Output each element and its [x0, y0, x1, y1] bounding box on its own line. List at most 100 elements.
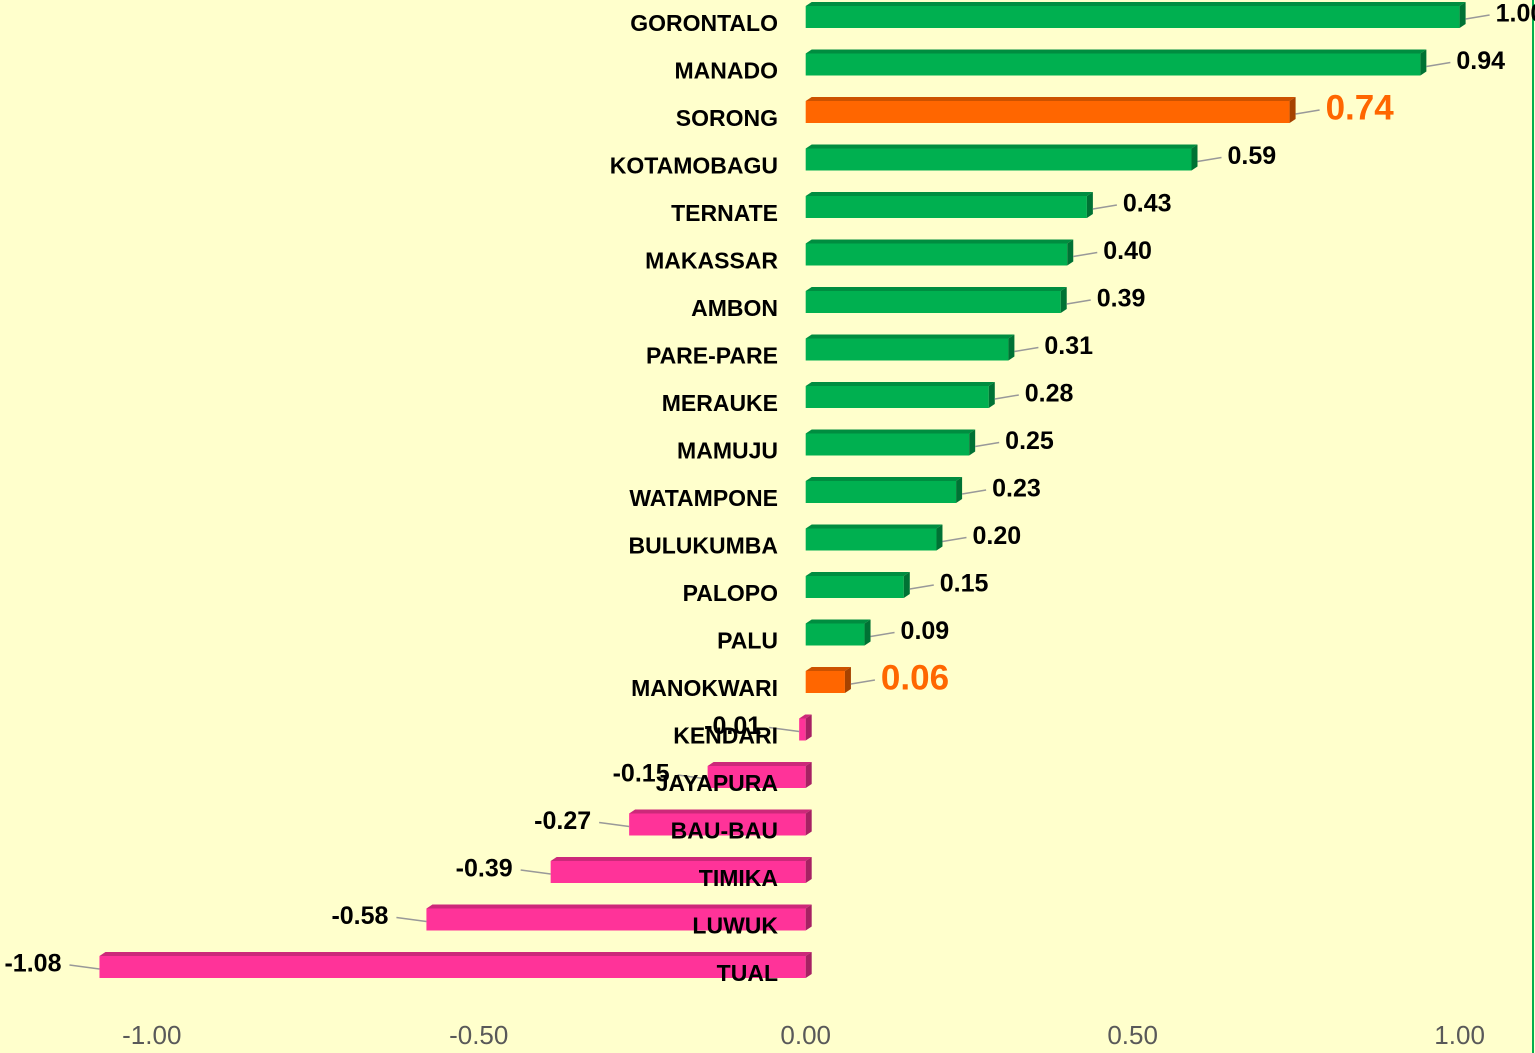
bar-side: [1459, 2, 1466, 28]
bar-top: [805, 144, 1198, 149]
bar-top: [629, 809, 812, 814]
value-label: -1.08: [4, 950, 61, 978]
bar: [805, 101, 1290, 123]
category-label: GORONTALO: [630, 10, 778, 36]
leader-line: [1066, 299, 1091, 305]
category-label: TIMIKA: [699, 865, 778, 891]
bar: [805, 148, 1192, 171]
bar-side: [969, 429, 976, 456]
category-label: LUWUK: [692, 913, 778, 939]
bar-side: [805, 857, 812, 883]
category-label: MERAUKE: [662, 390, 778, 416]
x-tick-label: -1.00: [122, 1020, 181, 1050]
bar: [629, 813, 806, 836]
bar-side: [1008, 334, 1015, 361]
category-label: PALU: [717, 628, 778, 654]
leader-line: [850, 679, 876, 685]
leader-line: [396, 916, 427, 923]
value-label: -0.01: [704, 712, 761, 740]
leader-line: [677, 774, 708, 780]
bar-side: [1289, 97, 1296, 123]
bar: [707, 766, 806, 788]
value-label: 0.15: [940, 570, 989, 598]
category-label: MAMUJU: [677, 438, 778, 464]
leader-line: [1465, 14, 1490, 20]
value-label: 0.06: [881, 658, 949, 697]
category-label: KENDARI: [673, 723, 778, 749]
category-label: TUAL: [717, 960, 778, 986]
bar-top: [805, 2, 1466, 6]
x-tick-label: -0.50: [449, 1020, 508, 1050]
bar-side: [1086, 192, 1093, 218]
bar-top: [707, 762, 812, 766]
value-label: 0.39: [1097, 285, 1146, 313]
category-label: BAU-BAU: [671, 818, 778, 844]
bar-top: [99, 952, 812, 956]
category-label: SORONG: [676, 105, 778, 131]
category-label: BULUKUMBA: [629, 533, 778, 559]
bar-side: [1067, 239, 1074, 266]
leader-line: [975, 441, 1000, 448]
bar-top: [805, 334, 1015, 339]
value-label: 0.20: [972, 522, 1021, 550]
bar: [805, 623, 865, 646]
bar: [426, 908, 806, 931]
bar-top: [805, 287, 1067, 291]
bar-side: [1060, 287, 1067, 313]
bar-side: [805, 714, 812, 741]
bar-top: [799, 714, 812, 719]
bar: [805, 338, 1009, 361]
value-label: 0.43: [1123, 190, 1172, 218]
value-label: -0.39: [456, 855, 513, 883]
bar: [805, 671, 845, 693]
leader-line: [961, 489, 987, 495]
bar-top: [805, 572, 910, 576]
x-tick-label: 0.00: [780, 1020, 831, 1050]
value-label: -0.58: [331, 902, 388, 930]
bar-side: [805, 904, 812, 931]
leader-line: [1295, 109, 1320, 115]
leader-line: [520, 869, 551, 875]
bar-top: [805, 667, 851, 671]
bar-side: [844, 667, 851, 693]
leader-line: [769, 726, 800, 733]
leader-line: [942, 536, 967, 543]
bar: [805, 291, 1061, 313]
leader-line: [1092, 204, 1118, 210]
leader-line: [599, 821, 630, 828]
value-label: 0.28: [1025, 380, 1074, 408]
bar-side: [956, 477, 963, 503]
bar-side: [936, 524, 943, 551]
value-label: 0.09: [901, 617, 950, 645]
bar: [550, 861, 806, 883]
value-label: 0.94: [1456, 47, 1505, 75]
leader-line: [1073, 251, 1098, 258]
bar: [805, 196, 1087, 218]
leader-line: [909, 584, 934, 590]
leader-line: [870, 631, 895, 638]
category-label: MAKASSAR: [645, 248, 778, 274]
bar: [805, 6, 1460, 28]
leader-line: [69, 964, 100, 970]
bar: [805, 433, 970, 456]
category-label: PARE-PARE: [646, 343, 778, 369]
bar-top: [805, 382, 995, 386]
category-label: KOTAMOBAGU: [610, 153, 778, 179]
bar-top: [805, 97, 1296, 101]
value-label: 1.00: [1496, 0, 1535, 28]
category-label: PALOPO: [683, 580, 778, 606]
x-tick-label: 1.00: [1434, 1020, 1485, 1050]
bar-top: [805, 49, 1427, 54]
bar-top: [805, 192, 1093, 196]
category-label: TERNATE: [671, 200, 778, 226]
bar-top: [805, 619, 871, 624]
bar-top: [426, 904, 812, 909]
bar: [805, 528, 937, 551]
bar: [99, 956, 806, 978]
bar-side: [1191, 144, 1198, 171]
value-label: 0.74: [1326, 88, 1395, 127]
value-label: 0.40: [1103, 237, 1152, 265]
leader-line: [1197, 156, 1222, 163]
leader-line: [1014, 346, 1039, 353]
value-label: 0.59: [1228, 142, 1277, 170]
